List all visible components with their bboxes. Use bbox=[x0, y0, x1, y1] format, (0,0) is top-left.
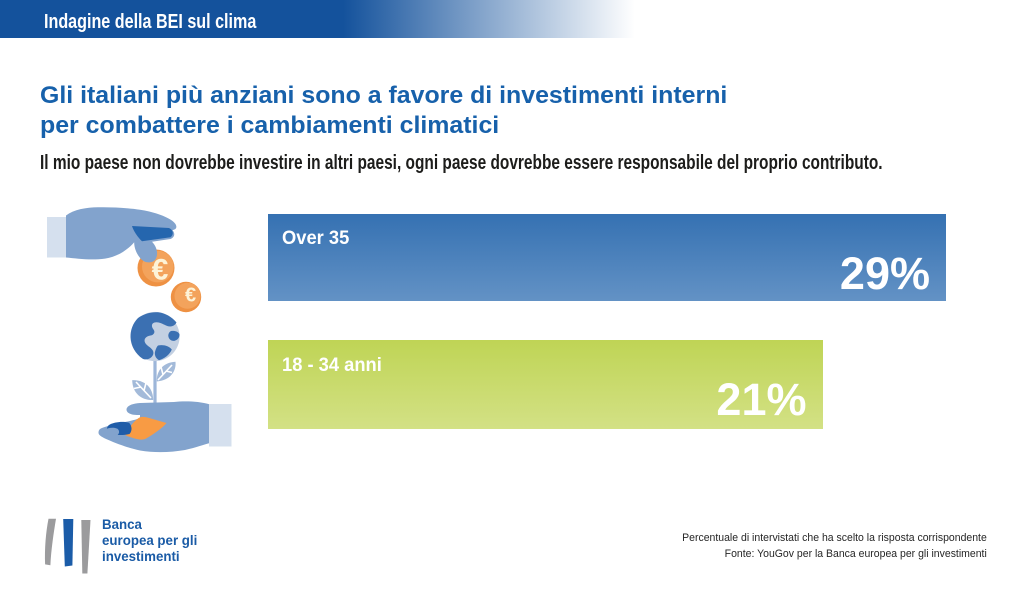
svg-text:€: € bbox=[152, 254, 169, 287]
svg-text:€: € bbox=[185, 285, 196, 307]
